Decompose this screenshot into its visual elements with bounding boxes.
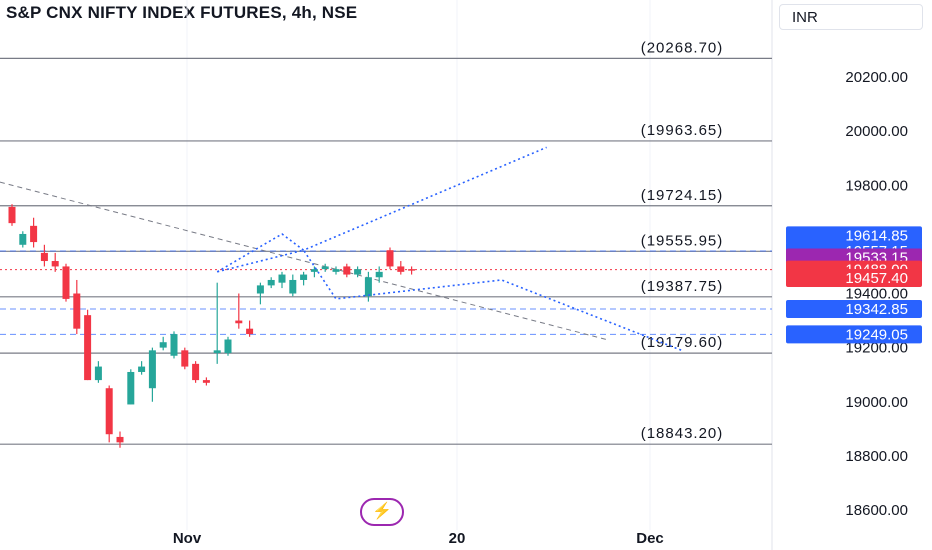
currency-selector[interactable]: INR [779,4,923,30]
y-tick-label: 19000.00 [845,394,908,411]
y-tick-label: 20000.00 [845,123,908,140]
level-label: (19555.95) [641,232,724,249]
y-tick-label: 19800.00 [845,177,908,194]
candle-body [73,293,81,329]
candle-body [386,250,394,267]
price-tag-label: 19457.40 [845,270,908,287]
candle-body [278,274,286,283]
candle-body [138,366,146,372]
candle-body [289,279,297,294]
candle-body [321,266,329,270]
candle-body [213,350,221,354]
level-label: (20268.70) [641,39,724,56]
x-tick-label: Dec [636,530,664,547]
candle-body [235,320,243,324]
price-tag [786,299,922,318]
candle-body [105,388,113,435]
candle-body [116,436,124,443]
candle-body [127,371,135,405]
candle-body [94,366,102,381]
x-tick-label: 20 [449,530,466,547]
candle-body [300,274,308,280]
x-tick-label: Nov [173,530,202,547]
candle-body [267,279,275,286]
candle-body [51,261,59,267]
candle-body [375,271,383,278]
candle-body [397,266,405,272]
candle-body [159,342,167,348]
y-tick-label: 18800.00 [845,448,908,465]
price-tag [786,325,922,344]
price-tag [786,268,922,287]
candle-body [354,269,362,275]
candle-body [192,363,200,381]
candle-body [408,269,416,271]
candle-body [343,266,351,275]
y-tick-label: 20200.00 [845,69,908,86]
price-tag-label: 19249.05 [845,326,908,343]
candle-body [84,315,92,381]
candle-body [310,269,318,272]
level-label: (19179.60) [641,334,724,351]
candle-body [364,277,372,297]
candle-body [148,350,156,389]
candle-body [19,233,27,245]
level-label: (18843.20) [641,425,724,442]
price-tag-label: 19614.85 [845,227,908,244]
y-tick-label: 19400.00 [845,286,908,303]
candle-body [8,206,16,224]
level-label: (19387.75) [641,278,724,295]
projection-path [216,146,547,273]
trend-line [0,181,609,341]
candle-body [62,266,70,299]
level-label: (19724.15) [641,187,724,204]
candle-body [181,350,189,367]
price-tag [786,226,922,245]
bolt-icon[interactable]: ⚡ [360,498,404,526]
price-tag-label: 19342.85 [845,301,908,318]
chart-title: S&P CNX NIFTY INDEX FUTURES, 4h, NSE [6,3,358,22]
projection-path [217,249,682,352]
candle-body [30,225,38,243]
y-tick-label: 19200.00 [845,340,908,357]
candle-body [246,328,254,335]
candle-body [332,269,340,272]
level-label: (19963.65) [641,122,724,139]
y-tick-label: 18600.00 [845,502,908,519]
candle-body [224,339,232,354]
candle-body [170,334,178,356]
candle-body [256,285,264,294]
candle-body [202,380,210,383]
candle-body [40,252,48,262]
